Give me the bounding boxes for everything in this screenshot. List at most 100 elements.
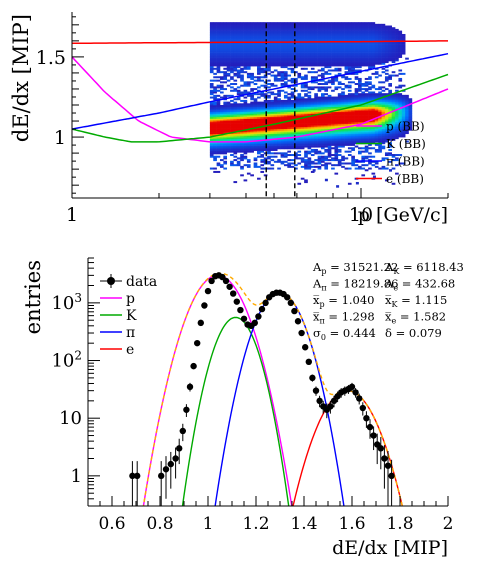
heatmap-cell	[290, 105, 295, 107]
heatmap-cell	[223, 155, 228, 158]
heatmap-cell	[297, 103, 302, 106]
heatmap-cell	[364, 54, 369, 57]
heatmap-cell	[304, 165, 308, 168]
heatmap-cell	[310, 125, 315, 128]
heatmap-cell	[280, 101, 285, 104]
heatmap-cell	[358, 160, 362, 163]
x-tick-label: 1.2	[242, 514, 269, 534]
heatmap-cell	[384, 79, 389, 82]
heatmap-cell	[270, 35, 275, 38]
heatmap-cell	[216, 67, 221, 70]
heatmap-cell	[250, 55, 254, 58]
heatmap-cell	[257, 111, 261, 114]
heatmap-cell	[240, 147, 244, 150]
heatmap-cell	[368, 35, 372, 38]
heatmap-cell	[219, 126, 224, 129]
heatmap-cell	[283, 126, 288, 129]
heatmap-cell	[331, 27, 335, 30]
heatmap-cell	[270, 115, 275, 118]
heatmap-cell	[324, 105, 329, 107]
heatmap-cell	[226, 101, 231, 104]
heatmap-cell	[388, 44, 392, 47]
heatmap-cell	[250, 64, 254, 67]
heatmap-cell	[371, 86, 376, 89]
heatmap-cell	[297, 52, 302, 55]
heatmap-cell	[364, 55, 369, 58]
heatmap-cell	[388, 84, 392, 87]
heatmap-cell	[246, 123, 251, 126]
heatmap-cell	[337, 83, 342, 86]
data-point	[176, 445, 183, 452]
heatmap-cell	[304, 50, 308, 53]
heatmap-cell	[294, 84, 298, 87]
heatmap-cell	[341, 52, 345, 55]
heatmap-cell	[327, 143, 332, 146]
heatmap-cell	[388, 126, 392, 129]
heatmap-cell	[280, 138, 285, 141]
heatmap-cell	[314, 128, 318, 131]
heatmap-cell	[290, 47, 295, 50]
heatmap-cell	[341, 49, 345, 52]
heatmap-cell	[314, 116, 318, 119]
heatmap-cell	[327, 64, 332, 67]
bb-curve-π	[71, 52, 449, 130]
heatmap-cell	[236, 35, 241, 38]
heatmap-cell	[273, 39, 278, 42]
heatmap-cell	[223, 32, 228, 35]
heatmap-cell	[283, 125, 288, 128]
heatmap-cell	[233, 126, 238, 129]
heatmap-cell	[364, 99, 369, 102]
heatmap-cell	[246, 110, 251, 113]
heatmap-cell	[344, 23, 349, 26]
heatmap-cell	[233, 35, 238, 38]
heatmap-cell	[260, 59, 265, 62]
heatmap-cell	[273, 132, 278, 135]
heatmap-cell	[327, 72, 332, 75]
heatmap-cell	[337, 55, 342, 58]
heatmap-cell	[257, 108, 261, 111]
heatmap-cell	[226, 37, 231, 40]
heatmap-cell	[374, 115, 379, 118]
heatmap-cell	[401, 33, 406, 36]
heatmap-cell	[358, 106, 362, 109]
heatmap-cell	[216, 145, 221, 148]
heatmap-cell	[347, 138, 352, 141]
heatmap-cell	[327, 125, 332, 128]
heatmap-cell	[391, 28, 396, 31]
heatmap-cell	[310, 52, 315, 55]
heatmap-cell	[337, 72, 342, 75]
heatmap-cell	[378, 133, 382, 136]
heatmap-cell	[263, 148, 268, 151]
heatmap-cell	[401, 44, 406, 47]
heatmap-cell	[381, 99, 386, 102]
heatmap-cell	[327, 94, 332, 97]
heatmap-cell	[307, 157, 312, 160]
heatmap-cell	[304, 115, 308, 118]
heatmap-cell	[391, 71, 396, 74]
heatmap-cell	[347, 103, 352, 106]
heatmap-cell	[236, 157, 241, 160]
heatmap-cell	[398, 45, 403, 48]
heatmap-cell	[331, 105, 335, 107]
heatmap-cell	[294, 147, 298, 150]
heatmap-cell	[378, 121, 382, 124]
heatmap-cell	[297, 147, 302, 150]
heatmap-cell	[358, 116, 362, 119]
heatmap-cell	[317, 45, 322, 48]
heatmap-cell	[246, 145, 251, 148]
heatmap-cell	[341, 64, 345, 67]
heatmap-cell	[223, 138, 228, 141]
heatmap-cell	[337, 49, 342, 52]
heatmap-cell	[226, 120, 231, 123]
heatmap-cell	[361, 130, 366, 133]
heatmap-cell	[361, 105, 366, 107]
heatmap-cell	[257, 62, 261, 65]
heatmap-cell	[374, 120, 379, 123]
heatmap-cell	[297, 115, 302, 118]
heatmap-cell	[277, 106, 281, 109]
heatmap-cell	[233, 64, 238, 67]
heatmap-cell	[364, 39, 369, 42]
heatmap-cell	[236, 69, 241, 72]
heatmap-cell	[236, 118, 241, 121]
heatmap-cell	[250, 45, 254, 48]
